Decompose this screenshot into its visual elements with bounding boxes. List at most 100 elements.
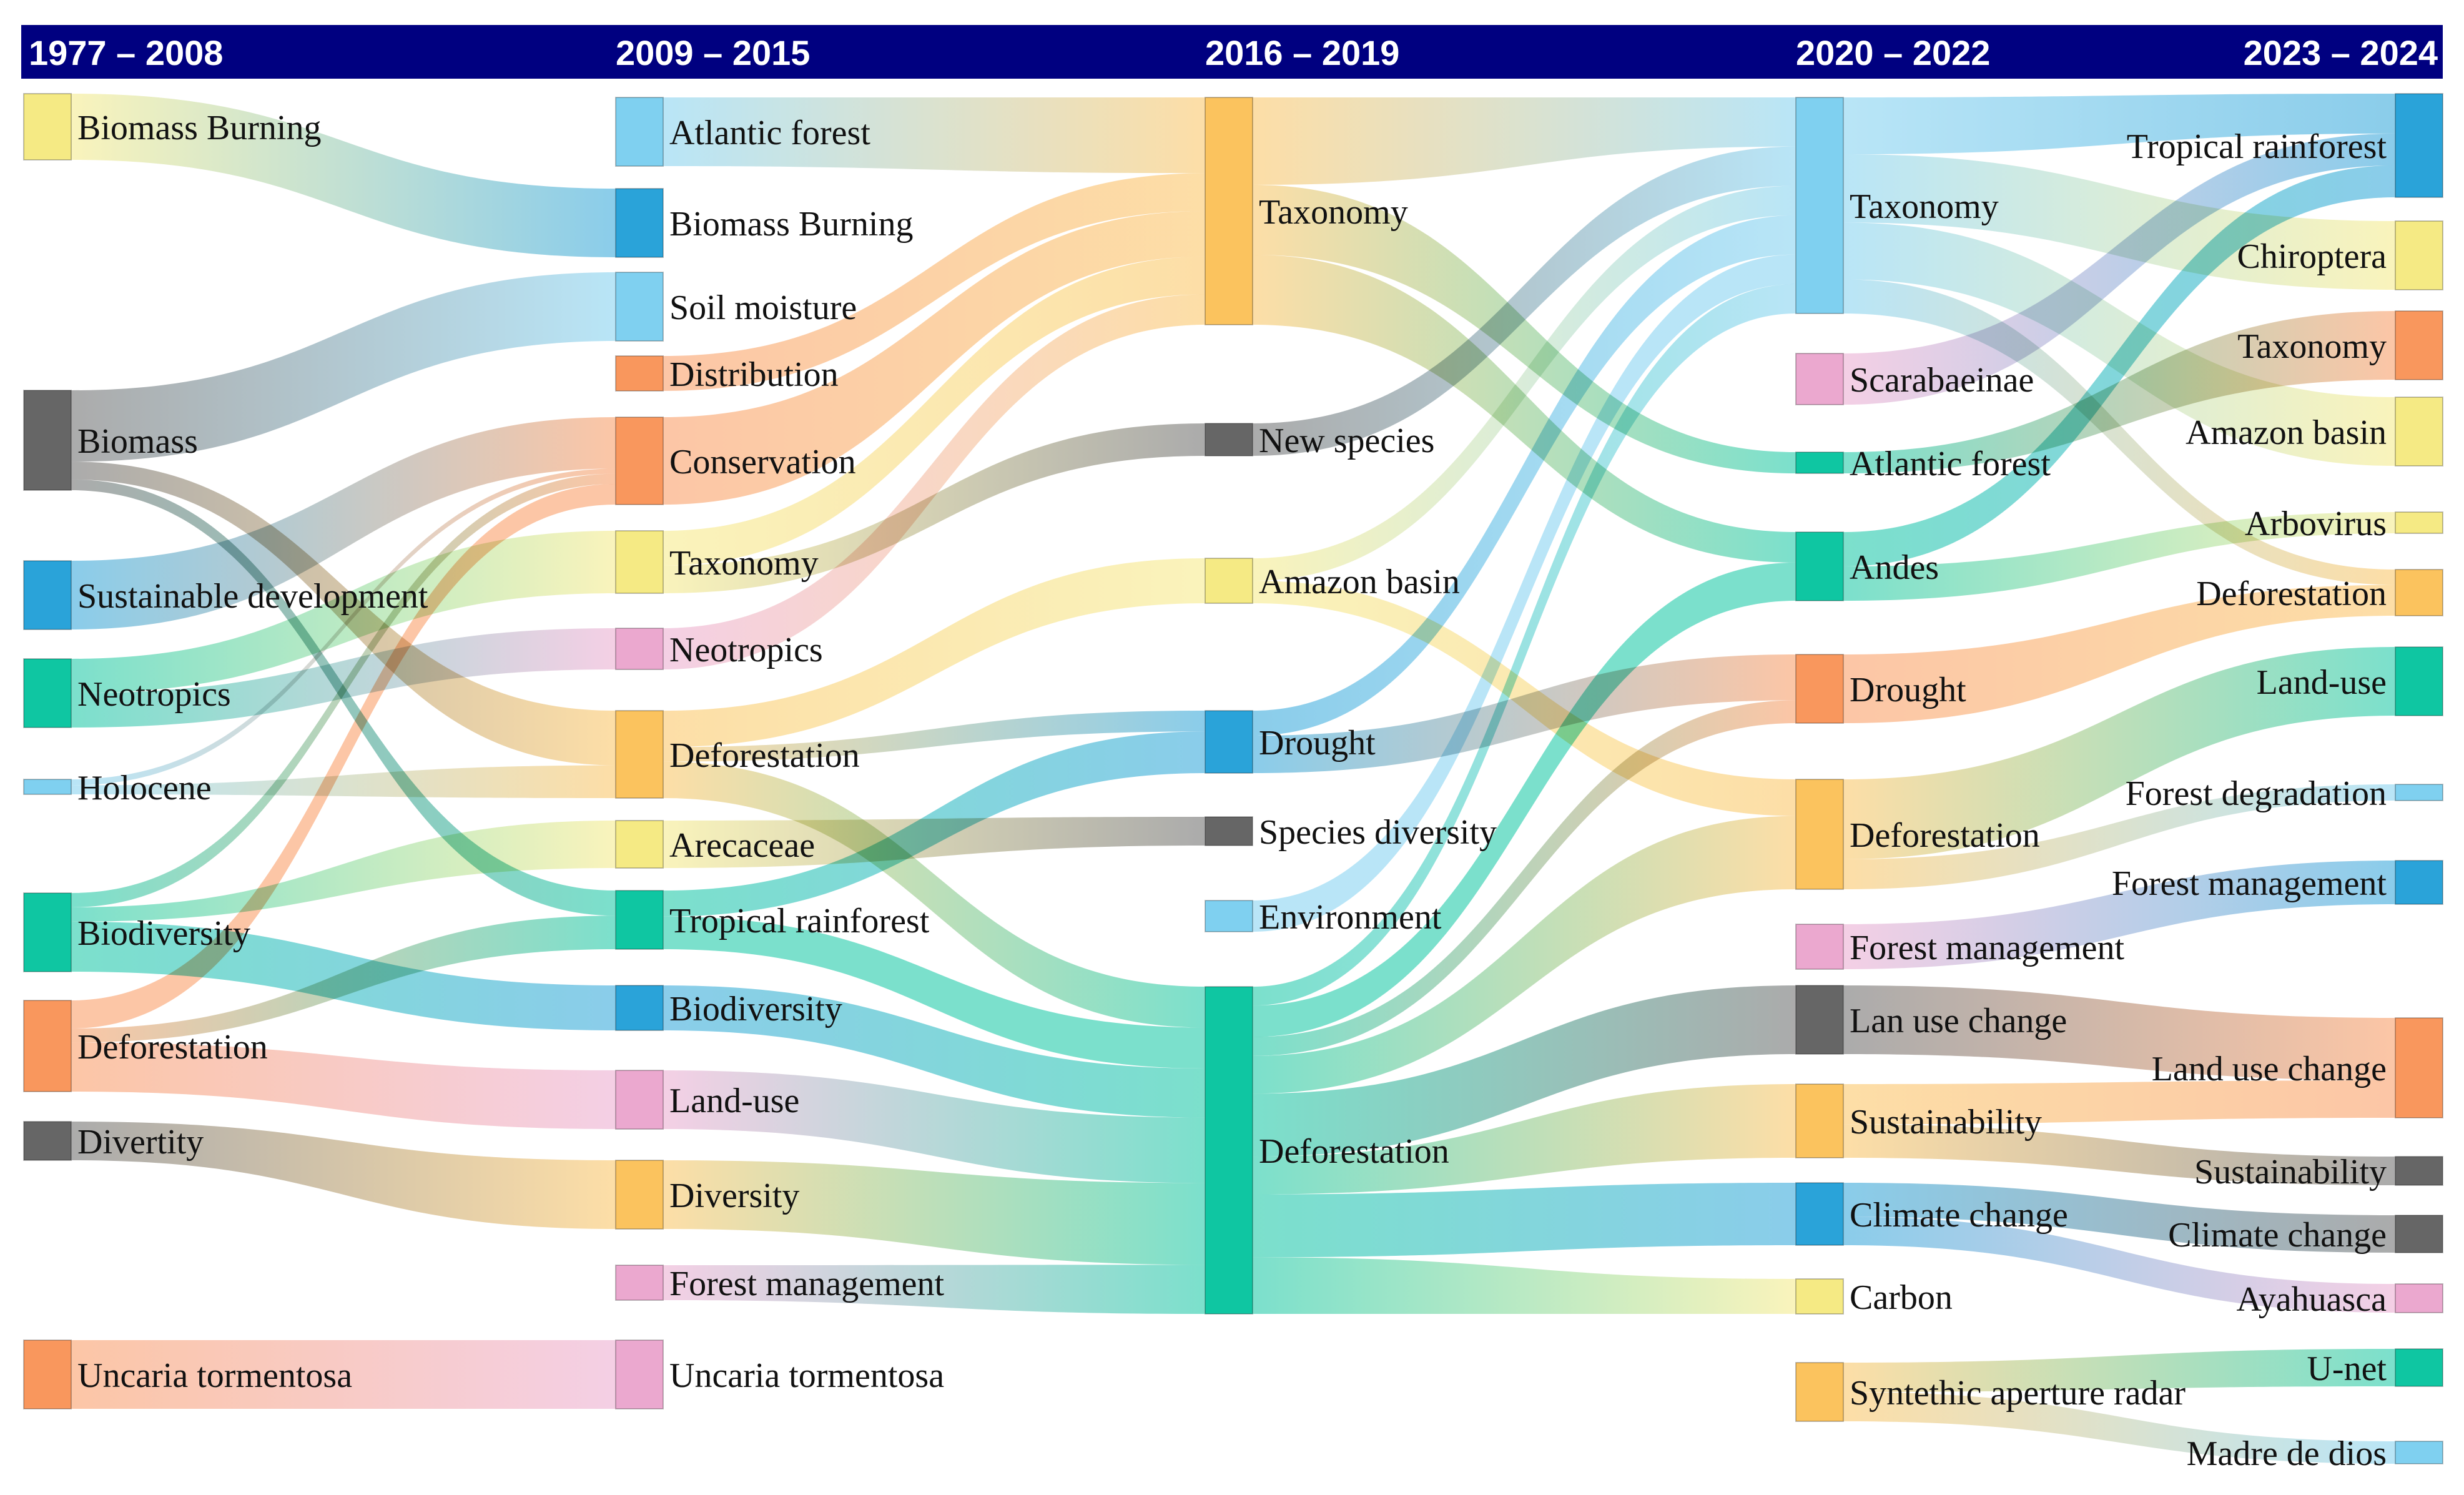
flow-link-d8-e10 xyxy=(1843,985,2395,1080)
node-label-a8: Divertity xyxy=(77,1123,204,1162)
node-label-e2: Chiroptera xyxy=(2237,237,2387,276)
node-label-e14: U-net xyxy=(2307,1349,2387,1388)
node-label-d9: Sustainability xyxy=(1850,1103,2042,1142)
node-label-d4: Andes xyxy=(1850,548,1939,587)
node-a5 xyxy=(23,779,72,795)
flow-link-b13-c7 xyxy=(663,1160,1205,1265)
node-label-d8: Lan use change xyxy=(1850,1002,2067,1040)
node-label-b13: Diversity xyxy=(669,1177,799,1215)
flow-link-d1-e1 xyxy=(1843,94,2395,155)
flow-link-a7-b10 xyxy=(71,915,616,1043)
flow-link-b14-c7 xyxy=(663,1265,1205,1314)
nodes xyxy=(23,93,2443,1464)
node-e11 xyxy=(2395,1156,2443,1186)
node-b5 xyxy=(615,417,664,505)
flow-link-c6-d1 xyxy=(1253,254,1796,932)
node-e14 xyxy=(2395,1348,2443,1387)
node-label-e5: Arbovirus xyxy=(2245,505,2387,543)
node-label-a7: Deforestation xyxy=(77,1028,268,1067)
node-a6 xyxy=(23,892,72,972)
node-c3 xyxy=(1205,558,1253,604)
flow-link-a6-b9 xyxy=(71,821,616,922)
flow-link-b12-c7 xyxy=(663,1070,1205,1183)
node-label-b10: Tropical rainforest xyxy=(669,902,930,940)
flow-link-c3-d1 xyxy=(1253,185,1796,581)
node-label-c1: Taxonomy xyxy=(1259,193,1408,232)
flow-link-b10-c7 xyxy=(663,916,1205,1068)
node-label-b6: Taxonomy xyxy=(669,544,819,583)
flow-link-b1-c1 xyxy=(663,97,1205,174)
period-header: 2016 – 2019 xyxy=(1205,33,1399,72)
node-label-c6: Environment xyxy=(1259,898,1442,937)
node-b6 xyxy=(615,530,664,594)
node-label-e9: Forest management xyxy=(2112,864,2387,903)
flow-link-d1-e4 xyxy=(1843,222,2395,466)
node-label-b7: Neotropics xyxy=(669,631,823,669)
flow-link-a4-b7 xyxy=(71,628,616,728)
node-b12 xyxy=(615,1070,664,1130)
node-d8 xyxy=(1795,985,1844,1055)
node-d10 xyxy=(1795,1182,1844,1246)
node-d7 xyxy=(1795,924,1844,970)
node-label-e10: Land use change xyxy=(2152,1050,2387,1088)
node-e5 xyxy=(2395,511,2443,534)
flow-link-d6-e8 xyxy=(1843,784,2395,889)
node-d1 xyxy=(1795,97,1844,314)
node-c4 xyxy=(1205,710,1253,774)
node-label-e1: Tropical rainforest xyxy=(2127,127,2387,166)
flow-link-b8-c7 xyxy=(663,761,1205,1028)
node-b11 xyxy=(615,985,664,1031)
node-label-d1: Taxonomy xyxy=(1850,187,1999,226)
node-label-d3: Atlantic forest xyxy=(1850,445,2051,483)
node-label-d5: Drought xyxy=(1850,671,1966,709)
flow-link-c7-d1 xyxy=(1253,284,1796,1006)
node-label-d2: Scarabaeinae xyxy=(1850,361,2034,400)
flow-link-a4-b6 xyxy=(71,531,616,693)
node-label-c7: Deforestation xyxy=(1259,1132,1449,1171)
period-header: 2009 – 2015 xyxy=(616,33,810,72)
node-labels: Biomass Burning Biomass Sustainable develo… xyxy=(77,109,2387,1473)
node-d6 xyxy=(1795,779,1844,890)
flow-link-b6-c2 xyxy=(663,423,1205,593)
flow-link-d12-e15 xyxy=(1843,1392,2395,1464)
node-c5 xyxy=(1205,816,1253,846)
node-b7 xyxy=(615,628,664,670)
node-label-e4: Amazon basin xyxy=(2186,413,2387,452)
node-label-b11: Biodiversity xyxy=(669,990,842,1029)
flow-link-d4-e5 xyxy=(1843,512,2395,601)
node-d5 xyxy=(1795,654,1844,724)
node-e10 xyxy=(2395,1017,2443,1118)
node-d3 xyxy=(1795,451,1844,474)
node-label-c5: Species diversity xyxy=(1259,813,1497,852)
node-c1 xyxy=(1205,97,1253,325)
node-e15 xyxy=(2395,1441,2443,1464)
node-label-a4: Neotropics xyxy=(77,675,231,714)
node-e8 xyxy=(2395,784,2443,801)
node-b15 xyxy=(615,1340,664,1409)
flow-link-c7-d9 xyxy=(1253,1084,1796,1195)
flow-link-d6-e7 xyxy=(1843,647,2395,859)
flow-link-c1-d1 xyxy=(1253,97,1796,185)
node-a2 xyxy=(23,390,72,491)
node-a8 xyxy=(23,1121,72,1161)
node-label-a3: Sustainable development xyxy=(77,577,428,616)
node-label-a1: Biomass Burning xyxy=(77,109,321,147)
node-label-e6: Deforestation xyxy=(2196,575,2387,613)
flow-link-c7-d10 xyxy=(1253,1183,1796,1258)
node-b13 xyxy=(615,1160,664,1230)
node-label-e8: Forest degradation xyxy=(2126,774,2387,813)
flow-link-d1-e6 xyxy=(1843,279,2395,585)
flow-link-d9-e10 xyxy=(1843,1080,2395,1125)
node-label-e3: Taxonomy xyxy=(2237,327,2387,366)
node-label-b8: Deforestation xyxy=(669,736,860,775)
node-b8 xyxy=(615,710,664,799)
node-b3 xyxy=(615,272,664,342)
node-label-d7: Forest management xyxy=(1850,929,2125,967)
node-label-b4: Distribution xyxy=(669,355,839,394)
node-label-a2: Biomass xyxy=(77,422,198,461)
flow-link-a2-b3 xyxy=(71,272,616,462)
flow-link-b11-c7 xyxy=(663,985,1205,1118)
flow-link-c7-d6 xyxy=(1253,816,1796,1094)
node-label-e13: Ayahuasca xyxy=(2236,1280,2387,1319)
node-label-e11: Sustainability xyxy=(2194,1153,2387,1192)
